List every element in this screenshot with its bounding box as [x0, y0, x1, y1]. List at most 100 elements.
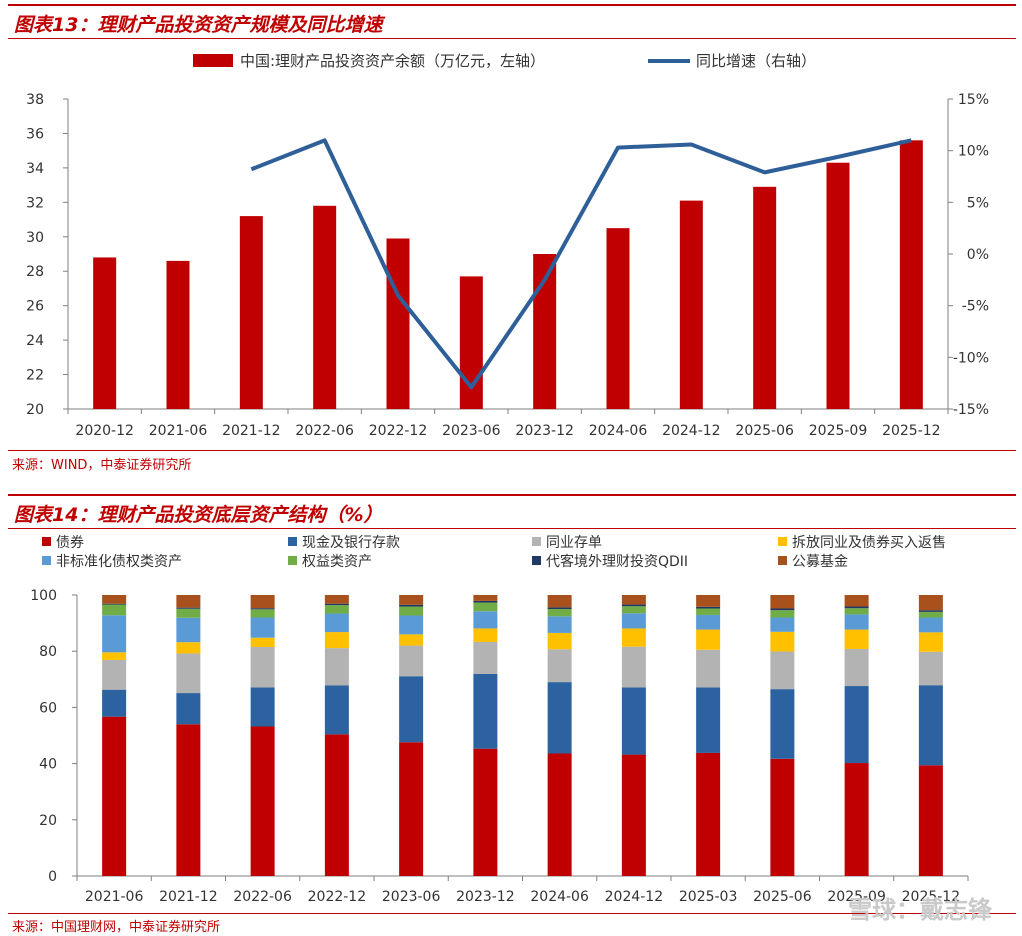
legend-swatch	[288, 537, 297, 546]
x-axis-tick-label: 2024-12	[605, 889, 664, 905]
right-axis-tick-label: -10%	[953, 350, 989, 366]
right-axis-tick-label: 0%	[967, 247, 989, 263]
stacked-bar-segment	[770, 631, 795, 652]
x-axis-tick-label: 2020-12	[75, 423, 134, 439]
legend-label: 债券	[56, 535, 84, 551]
x-axis-tick-label: 2022-06	[233, 889, 292, 905]
stacked-bar-segment	[844, 763, 869, 876]
stacked-bar-segment	[770, 758, 795, 876]
stacked-bar-segment	[547, 682, 572, 754]
stacked-bar-segment	[102, 716, 127, 876]
stacked-bar-segment	[621, 646, 646, 688]
left-axis-tick-label: 34	[26, 161, 44, 177]
stacked-bar-segment	[473, 602, 498, 612]
legend-swatch	[42, 556, 51, 565]
legend-swatch	[532, 537, 541, 546]
stacked-bar-segment	[324, 595, 349, 604]
stacked-bar-segment	[918, 651, 943, 686]
legend-label: 现金及银行存款	[302, 535, 400, 551]
y-axis-tick-label: 0	[48, 869, 57, 885]
stacked-bar-segment	[250, 726, 275, 876]
stacked-bar-segment	[399, 742, 424, 876]
bar	[386, 238, 410, 409]
x-axis-tick-label: 2025-03	[679, 889, 738, 905]
figure13-source: 来源：WIND，中泰证券研究所	[12, 458, 192, 473]
legend-label: 非标准化债权类资产	[56, 554, 182, 570]
x-axis-tick-label: 2022-06	[295, 423, 354, 439]
stacked-bar-segment	[918, 611, 943, 618]
x-axis-tick-label: 2024-06	[530, 889, 589, 905]
stacked-bar-segment	[547, 649, 572, 683]
x-axis-tick-label: 2021-06	[149, 423, 208, 439]
stacked-bar-segment	[844, 606, 869, 609]
stacked-bar-segment	[844, 608, 869, 615]
growth-line	[250, 138, 912, 390]
figure13-chart: 20 22 24 26 28 30 32 34 36 38 -15% -10% -5% 0% 5% 10% 15…	[26, 52, 989, 439]
x-axis-tick-label: 2024-12	[662, 423, 721, 439]
legend-label: 同业存单	[546, 535, 602, 551]
stacked-bar-segment	[770, 610, 795, 618]
y-axis-tick-label: 20	[39, 813, 57, 829]
stacked-bar-segment	[176, 608, 201, 618]
bar	[313, 205, 337, 409]
stacked-bar-segment	[621, 595, 646, 605]
left-axis-tick-label: 24	[26, 333, 44, 349]
watermark: 雪球：戴志锋	[848, 896, 992, 924]
stacked-bar-segment	[621, 687, 646, 755]
stacked-bar-segment	[770, 608, 795, 611]
stacked-bar-segment	[176, 693, 201, 725]
stacked-bar-segment	[399, 604, 424, 607]
stacked-bar-segment	[918, 617, 943, 633]
bar	[826, 162, 850, 409]
stacked-bar-segment	[547, 609, 572, 617]
stacked-bar-segment	[621, 606, 646, 614]
x-axis-tick-label: 2023-06	[442, 423, 501, 439]
x-axis-tick-label: 2025-12	[882, 423, 941, 439]
stacked-bar-segment	[696, 595, 721, 607]
stacked-bar-segment	[176, 724, 201, 876]
stacked-bar-segment	[399, 595, 424, 605]
stacked-bar-segment	[399, 634, 424, 646]
stacked-bar-segment	[918, 632, 943, 652]
stacked-bar-segment	[324, 613, 349, 633]
right-axis-tick-label: 5%	[967, 195, 989, 211]
stacked-bar-segment	[547, 632, 572, 650]
stacked-bar-segment	[102, 615, 127, 653]
x-axis-tick-label: 2024-06	[589, 423, 648, 439]
x-axis-tick-label: 2021-12	[222, 423, 281, 439]
stacked-bar-segment	[473, 611, 498, 629]
stacked-bar-segment	[844, 629, 869, 649]
x-axis-tick-label: 2021-06	[85, 889, 144, 905]
stacked-bar-segment	[102, 689, 127, 717]
left-axis-tick-label: 30	[26, 230, 44, 246]
stacked-bar-segment	[547, 616, 572, 633]
stacked-bar-segment	[250, 617, 275, 638]
x-axis-tick-label: 2023-06	[382, 889, 441, 905]
figure13-source-divider	[8, 450, 1016, 451]
stacked-bar-segment	[918, 765, 943, 876]
stacked-bar-segment	[324, 603, 349, 606]
stacked-bar-segment	[918, 610, 943, 612]
stacked-bar-segment	[696, 608, 721, 615]
stacked-bar-segment	[473, 641, 498, 674]
stacked-bar-segment	[324, 632, 349, 649]
stacked-bar-segment	[250, 608, 275, 610]
stacked-bar-segment	[250, 595, 275, 609]
left-axis-tick-label: 26	[26, 299, 44, 315]
figure13-title-bar: 图表13：理财产品投资资产规模及同比增速	[8, 4, 1016, 39]
stacked-bar-segment	[547, 595, 572, 608]
stacked-bar-segment	[250, 646, 275, 688]
bar	[166, 260, 190, 409]
legend-swatch	[288, 556, 297, 565]
figure14-source-divider	[8, 913, 1016, 914]
stacked-bar-segment	[547, 607, 572, 610]
bar	[753, 186, 777, 409]
stacked-bar-segment	[399, 676, 424, 743]
stacked-bar-segment	[250, 687, 275, 727]
figure13-title: 图表13：理财产品投资资产规模及同比增速	[14, 14, 383, 36]
stacked-bar-segment	[176, 595, 201, 608]
stacked-bar-segment	[547, 753, 572, 876]
stacked-bar-segment	[473, 600, 498, 603]
stacked-bar-segment	[102, 652, 127, 660]
legend-swatch	[42, 537, 51, 546]
